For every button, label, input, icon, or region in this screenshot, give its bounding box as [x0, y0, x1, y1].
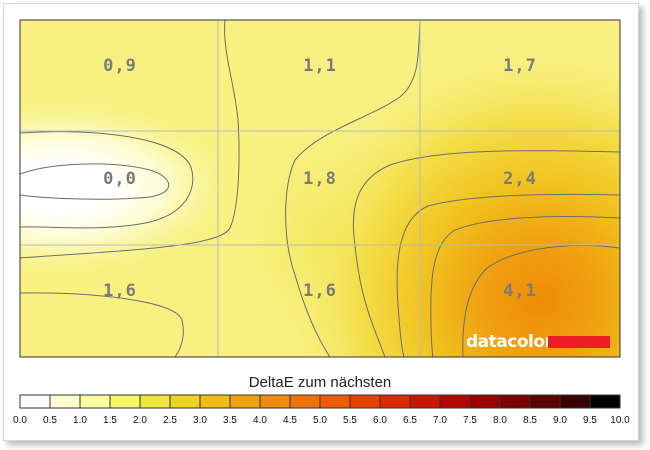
legend-swatch — [140, 395, 171, 408]
legend-swatch — [110, 395, 141, 408]
legend-swatches — [20, 395, 621, 408]
contour-line — [396, 193, 620, 357]
legend-tick-label: 3.0 — [193, 415, 207, 426]
legend-tick-label: 9.0 — [553, 415, 567, 426]
grid-lines — [20, 20, 620, 357]
cell-label: 1,8 — [303, 169, 337, 189]
legend-swatch — [530, 395, 561, 408]
legend-tick-label: 0.0 — [13, 415, 27, 426]
legend-swatch — [290, 395, 321, 408]
legend-tick-label: 7.0 — [433, 415, 447, 426]
plot-area: 0,9 1,1 1,7 0,0 1,8 2,4 1,6 1,6 4,1 data… — [20, 20, 620, 357]
cell-label: 0,0 — [103, 169, 137, 189]
legend-tick-label: 6.5 — [403, 415, 417, 426]
legend-swatch — [380, 395, 411, 408]
cell-labels: 0,9 1,1 1,7 0,0 1,8 2,4 1,6 1,6 4,1 — [103, 56, 537, 301]
legend-title: DeltaE zum nächsten — [249, 374, 392, 391]
legend-tick-label: 2.5 — [163, 415, 177, 426]
legend-swatch — [170, 395, 201, 408]
legend-swatch — [50, 395, 81, 408]
legend-swatch — [20, 395, 51, 408]
legend-swatch — [590, 395, 621, 408]
legend-tick-label: 3.5 — [223, 415, 237, 426]
contour-line — [20, 292, 184, 357]
legend-swatch — [470, 395, 501, 408]
legend-swatch — [560, 395, 591, 408]
legend-swatch — [200, 395, 231, 408]
legend-swatch — [440, 395, 471, 408]
color-legend: DeltaE zum nächsten 0.0 0.5 1.0 1.5 2.0 2.5 3.… — [13, 374, 630, 426]
cell-label: 1,6 — [303, 281, 337, 301]
cell-label: 4,1 — [503, 281, 537, 301]
contour-line — [20, 131, 194, 229]
brand-bar — [548, 336, 610, 348]
legend-tick-label: 0.5 — [43, 415, 57, 426]
legend-swatch — [80, 395, 111, 408]
plot-border — [19, 19, 621, 358]
legend-tick-label: 4.5 — [283, 415, 297, 426]
contour-line — [20, 163, 170, 200]
cell-label: 1,7 — [503, 56, 537, 76]
contour-line — [20, 20, 240, 259]
legend-swatch — [500, 395, 531, 408]
legend-swatch — [410, 395, 441, 408]
legend-tick-label: 6.0 — [373, 415, 387, 426]
legend-tick-label: 5.0 — [313, 415, 327, 426]
contour-line — [352, 150, 620, 357]
legend-tick-label: 7.5 — [463, 415, 477, 426]
cell-label: 1,6 — [103, 281, 137, 301]
legend-tick-label: 2.0 — [133, 415, 147, 426]
legend-tick-label: 9.5 — [583, 415, 597, 426]
legend-tick-label: 1.5 — [103, 415, 117, 426]
contour-lines — [20, 20, 620, 357]
legend-ticks: 0.0 0.5 1.0 1.5 2.0 2.5 3.0 3.5 4.0 4.5 5.0 5.5 6.0 6… — [13, 395, 630, 426]
contour-line — [462, 245, 620, 357]
legend-tick-label: 8.0 — [493, 415, 507, 426]
datacolor-logo: datacolor — [466, 332, 610, 352]
legend-tick-label: 1.0 — [73, 415, 87, 426]
legend-swatch — [350, 395, 381, 408]
brand-text: datacolor — [466, 332, 554, 352]
legend-tick-label: 4.0 — [253, 415, 267, 426]
contour-line — [285, 20, 421, 357]
legend-swatch — [320, 395, 351, 408]
cell-label: 2,4 — [503, 169, 537, 189]
legend-swatch — [260, 395, 291, 408]
legend-tick-label: 8.5 — [523, 415, 537, 426]
cell-label: 1,1 — [303, 56, 337, 76]
legend-swatch — [230, 395, 261, 408]
white-gradient — [20, 20, 620, 357]
cell-label: 0,9 — [103, 56, 137, 76]
legend-tick-label: 10.0 — [610, 415, 630, 426]
legend-tick-label: 5.5 — [343, 415, 357, 426]
